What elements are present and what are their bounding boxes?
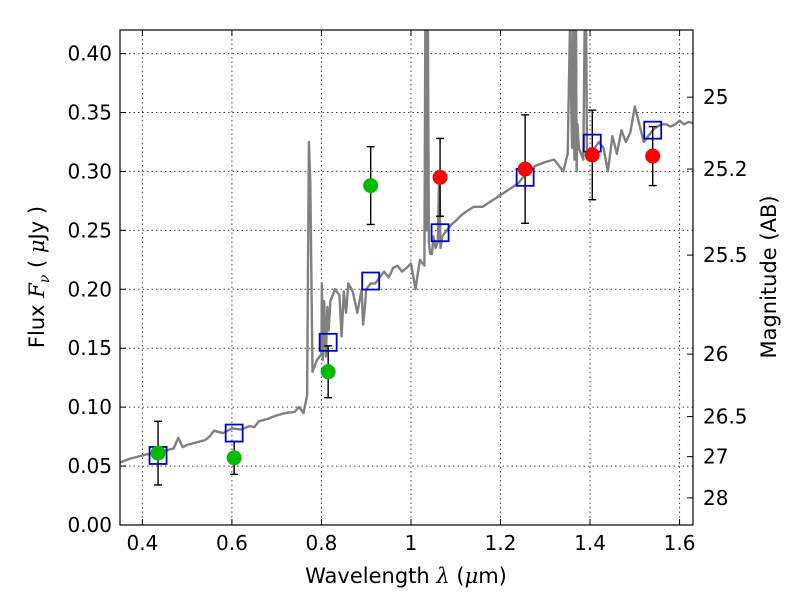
right-tick-label: 26.5 [703, 405, 748, 429]
x-axis-ticks: 0.4 0.6 0.8 1 1.2 1.4 1.6 [126, 30, 695, 555]
observed-green-point [150, 445, 166, 461]
observed-green-point [320, 364, 336, 380]
y-tick-label: 0.40 [67, 42, 112, 66]
right-tick-label: 25.5 [703, 243, 748, 267]
y-tick-label: 0.00 [67, 513, 112, 537]
right-axis-label: Magnitude (AB) [757, 195, 781, 358]
right-tick-label: 25 [703, 85, 728, 109]
grid-lines [120, 30, 693, 526]
x-tick-label: 0.4 [126, 531, 158, 555]
observed-red-point [584, 147, 600, 163]
x-tick-label: 1.2 [485, 531, 517, 555]
plot-frame [119, 29, 694, 526]
x-axis-label: Wavelength λ (μm) [305, 564, 507, 588]
y-tick-label: 0.25 [67, 218, 112, 242]
spectrum-line [120, 30, 693, 464]
observed-green-point [363, 178, 379, 194]
right-tick-label: 28 [703, 486, 728, 510]
y-axis-label: Flux Fν ( μJy ) [25, 206, 53, 348]
model-photometry-point [318, 332, 338, 352]
marker-layer [148, 109, 663, 486]
x-tick-label: 1.6 [664, 531, 696, 555]
observed-red-point [645, 148, 661, 164]
model-photometry-point [430, 223, 450, 243]
x-tick-label: 1 [405, 531, 418, 555]
y-tick-label: 0.05 [67, 454, 112, 478]
y-tick-label: 0.10 [67, 395, 112, 419]
y-tick-label: 0.30 [67, 159, 112, 183]
right-tick-label: 26 [703, 342, 728, 366]
observed-red-point [517, 161, 533, 177]
y-tick-label: 0.20 [67, 277, 112, 301]
y-tick-label: 0.35 [67, 101, 112, 125]
right-axis-ticks: 25 25.2 25.5 26 26.5 27 28 [687, 85, 748, 510]
right-tick-label: 25.2 [703, 157, 748, 181]
y-tick-label: 0.15 [67, 336, 112, 360]
y-axis-ticks: 0.00 0.05 0.10 0.15 0.20 0.25 0.30 0.35 0.40 [67, 42, 126, 537]
model-photometry-point [361, 271, 381, 291]
x-tick-label: 0.6 [216, 531, 248, 555]
spectrum-layer [120, 30, 693, 464]
right-tick-label: 27 [703, 445, 728, 469]
model-photometry-point [224, 423, 244, 443]
x-tick-label: 1.4 [574, 531, 606, 555]
model-photometry-point [643, 120, 663, 140]
observed-red-point [432, 169, 448, 185]
x-tick-label: 0.8 [306, 531, 338, 555]
observed-green-point [226, 450, 242, 466]
